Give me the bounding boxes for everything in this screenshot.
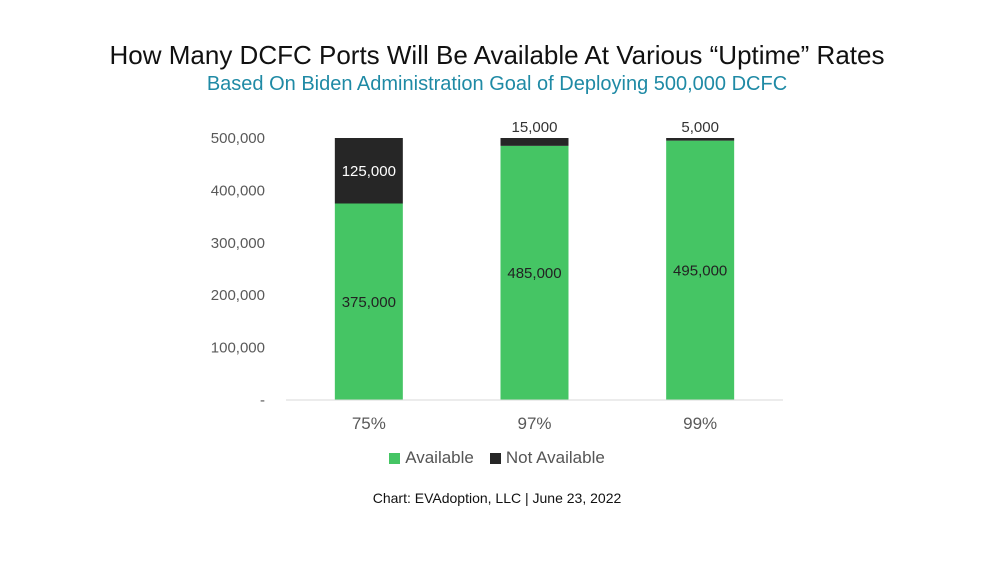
- bar-available: [666, 140, 735, 400]
- data-label-available: 375,000: [342, 294, 396, 311]
- x-tick-label: 97%: [517, 414, 551, 433]
- bar-available: [500, 145, 569, 400]
- legend-item-available: Available: [389, 448, 474, 468]
- bar-not-available: [334, 138, 403, 204]
- legend-label-available: Available: [405, 448, 474, 467]
- x-tick-label: 99%: [683, 414, 717, 433]
- bar-available: [334, 203, 403, 400]
- chart-title: How Many DCFC Ports Will Be Available At…: [109, 40, 885, 70]
- chart-source-caption: Chart: EVAdoption, LLC | June 23, 2022: [372, 490, 622, 506]
- y-tick-label: 500,000: [211, 130, 265, 147]
- chart-legend: Available Not Available: [0, 448, 994, 468]
- y-tick-label: -: [260, 392, 265, 409]
- legend-swatch-available: [389, 452, 401, 464]
- y-tick-label: 300,000: [211, 235, 265, 252]
- legend-label-not-available: Not Available: [505, 448, 605, 467]
- data-label-not-available: 15,000: [512, 119, 558, 136]
- y-tick-label: 400,000: [211, 182, 265, 199]
- data-label-not-available: 125,000: [342, 163, 396, 180]
- bar-not-available: [500, 138, 569, 146]
- data-label-available: 485,000: [507, 265, 561, 282]
- legend-item-not-available: Not Available: [489, 448, 605, 468]
- chart-subtitle: Based On Biden Administration Goal of De…: [206, 73, 788, 95]
- data-label-available: 495,000: [673, 262, 727, 279]
- x-tick-label: 75%: [352, 414, 386, 433]
- bar-not-available: [666, 138, 735, 141]
- legend-swatch-not-available: [489, 452, 501, 464]
- y-tick-label: 100,000: [211, 340, 265, 357]
- y-tick-label: 200,000: [211, 287, 265, 304]
- data-label-not-available: 5,000: [681, 119, 719, 136]
